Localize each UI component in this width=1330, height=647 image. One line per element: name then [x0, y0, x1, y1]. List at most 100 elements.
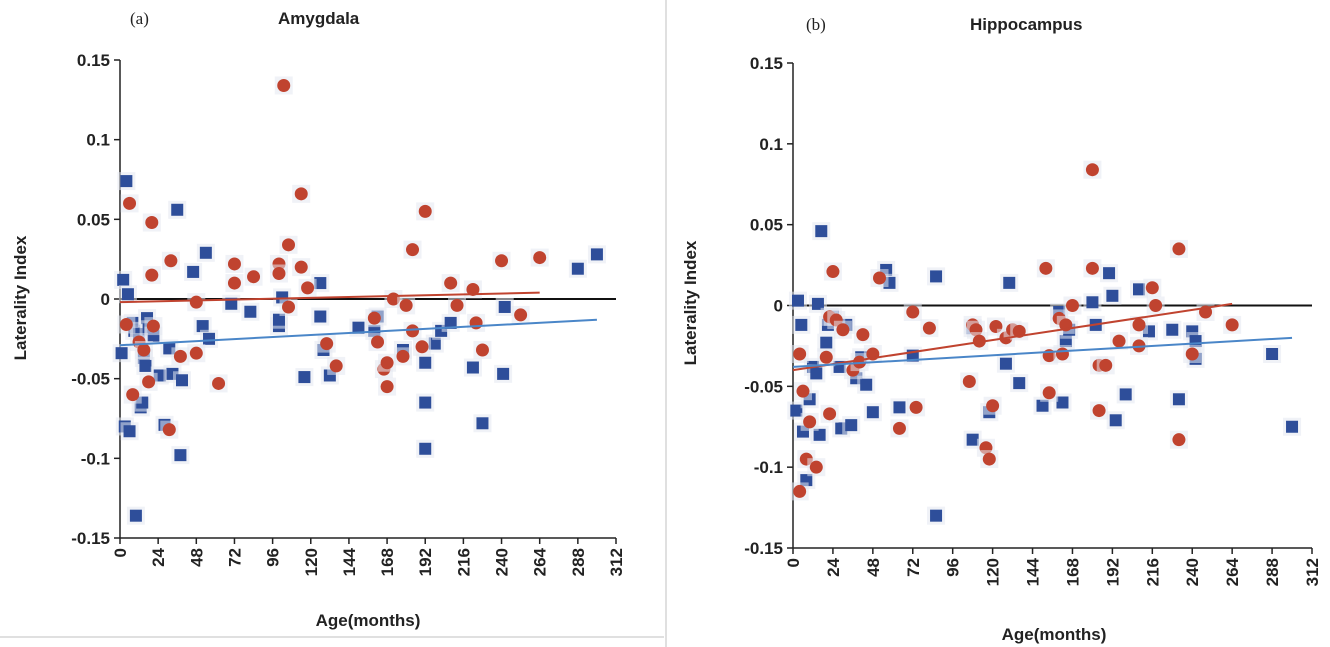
- panel-a-plot: 0.150.10.050-0.05-0.1-0.150 24 48 72 96 120 14…: [71, 51, 626, 576]
- panel-a-square-point: [176, 374, 188, 387]
- panel-a-circle-point: [162, 423, 176, 437]
- panel-a-circle-point: [247, 270, 261, 284]
- panel-b-square-point: [1109, 414, 1122, 427]
- panel-b-square-point: [893, 401, 906, 414]
- panel-b-square-point: [1266, 348, 1279, 360]
- panel-b-circle-point: [922, 321, 936, 335]
- panel-a-square-point: [196, 320, 209, 333]
- panel-b-square-point: [930, 270, 943, 283]
- panel-b-ylabel: Laterality Index: [681, 240, 700, 365]
- panel-b-square-point: [811, 297, 824, 310]
- panel-a-circle-point: [145, 268, 159, 282]
- panel-a-circle-point: [399, 298, 413, 312]
- panel-b-x-tick-label: 48: [864, 558, 883, 577]
- panel-b-x-tick-label: 312: [1303, 558, 1322, 586]
- panel-a-circle-point: [367, 311, 381, 325]
- panel-a-square-point: [174, 449, 187, 462]
- panel-b-circle-point: [1112, 334, 1126, 348]
- panel-a-square-point: [117, 273, 130, 286]
- panel-a-x-tick-label: 264: [531, 547, 550, 576]
- panel-a-square-point: [428, 337, 441, 350]
- panel-a-x-tick-label: 144: [340, 547, 359, 576]
- panel-b-circle-point: [892, 421, 906, 435]
- panel-a-circle-point: [119, 317, 133, 331]
- panel-a-square-point: [199, 246, 212, 259]
- panel-a-circle-point: [469, 316, 483, 330]
- panel-a-circle-point: [212, 376, 226, 390]
- panel-a-square-point: [498, 300, 511, 313]
- panel-a-square-point: [171, 203, 184, 216]
- panel-a-x-tick-label: 96: [264, 548, 283, 567]
- panel-b-circle-point: [793, 347, 807, 361]
- panel-a-circle-point: [495, 254, 509, 268]
- panel-a-letter: (a): [130, 9, 149, 28]
- panel-a-circle-point: [277, 78, 291, 92]
- panel-a-x-tick-label: 168: [378, 548, 397, 576]
- panel-a-circle-point: [406, 243, 420, 257]
- panel-b-title: Hippocampus: [970, 15, 1082, 34]
- panel-b-circle-point: [823, 407, 837, 421]
- panel-b-circle-point: [986, 399, 1000, 413]
- panel-b-circle-point: [1132, 318, 1146, 332]
- panel-a-x-tick-label: 192: [416, 548, 435, 576]
- panel-b-x-tick-label: 168: [1063, 558, 1082, 586]
- panel-a-circle-point: [406, 324, 420, 338]
- panel-a-y-tick-label: 0.05: [77, 210, 110, 229]
- panel-b-x-tick-label: 240: [1183, 558, 1202, 586]
- panel-a-square-point: [314, 310, 327, 323]
- panel-a-x-tick-label: 216: [454, 548, 473, 576]
- panel-b-square-point: [791, 294, 804, 307]
- panel-b-x-tick-label: 120: [984, 558, 1003, 586]
- panel-b-y-tick-label: -0.05: [744, 377, 783, 396]
- panel-a-square-point: [444, 316, 457, 329]
- panel-a-circle-point: [514, 308, 528, 322]
- panel-a-circle-point: [137, 343, 151, 357]
- panel-b-y-tick-label: 0.15: [750, 54, 783, 73]
- panel-a-circle-point: [272, 267, 286, 281]
- panel-a-x-tick-label: 24: [149, 547, 168, 566]
- panel-a-circle-point: [444, 276, 458, 290]
- panel-b-plot: 0.150.10.050-0.05-0.1-0.150 24 48 72 96 120 14…: [744, 54, 1322, 586]
- panel-a-xlabel: Age(months): [316, 611, 421, 630]
- panel-b-circle-point: [793, 484, 807, 498]
- panel-a-circle-point: [142, 375, 156, 389]
- panel-b-square-point: [860, 378, 873, 391]
- panel-a-ylabel: Laterality Index: [11, 235, 30, 360]
- panel-a-circle-point: [533, 251, 547, 265]
- panel-b-square-point: [810, 367, 823, 380]
- panel-a-circle-point: [320, 337, 334, 351]
- panel-a-square-point: [298, 371, 311, 384]
- panel-a-square-point: [120, 175, 133, 188]
- panel-a-circle-point: [282, 238, 296, 252]
- panel-a-square-point: [203, 332, 216, 345]
- panel-a-square-point: [225, 297, 238, 310]
- panel-b-circle-point: [1092, 404, 1106, 418]
- panel-a-circle-point: [329, 359, 343, 373]
- panel-b-circle-point: [826, 265, 840, 279]
- panel-b-circle-point: [819, 350, 833, 364]
- panel-b-x-tick-label: 0: [784, 558, 803, 567]
- panel-a-circle-point: [282, 300, 296, 314]
- panel-b-square-point: [790, 404, 803, 417]
- panel-b-circle-point: [982, 452, 996, 466]
- panel-a-y-tick-label: -0.05: [71, 370, 110, 389]
- panel-a-circle-point: [475, 343, 489, 357]
- panel-a-x-tick-label: 240: [493, 548, 512, 576]
- panel-a: (a) Amygdala Age(months) Laterality Inde…: [11, 9, 420, 630]
- panel-b-circle-point: [1172, 242, 1186, 256]
- panel-a-circle-point: [371, 335, 385, 349]
- panel-b-x-tick-label: 216: [1143, 558, 1162, 586]
- panel-a-square-point: [314, 277, 327, 290]
- panel-b-circle-point: [796, 384, 810, 398]
- panel-b-circle-point: [1065, 299, 1079, 312]
- panel-b-square-point: [815, 225, 828, 238]
- panel-b-x-tick-label: 24: [824, 557, 843, 576]
- panel-b-circle-point: [1042, 386, 1056, 400]
- panel-b-square-point: [1086, 296, 1099, 309]
- panel-b-x-tick-label: 72: [904, 558, 923, 577]
- panel-a-circle-point: [189, 295, 203, 309]
- panel-b-circle-point: [856, 328, 870, 342]
- panel-a-x-tick-label: 0: [111, 548, 130, 557]
- panel-b-square-point: [966, 433, 979, 446]
- panel-b-square-point: [795, 318, 808, 331]
